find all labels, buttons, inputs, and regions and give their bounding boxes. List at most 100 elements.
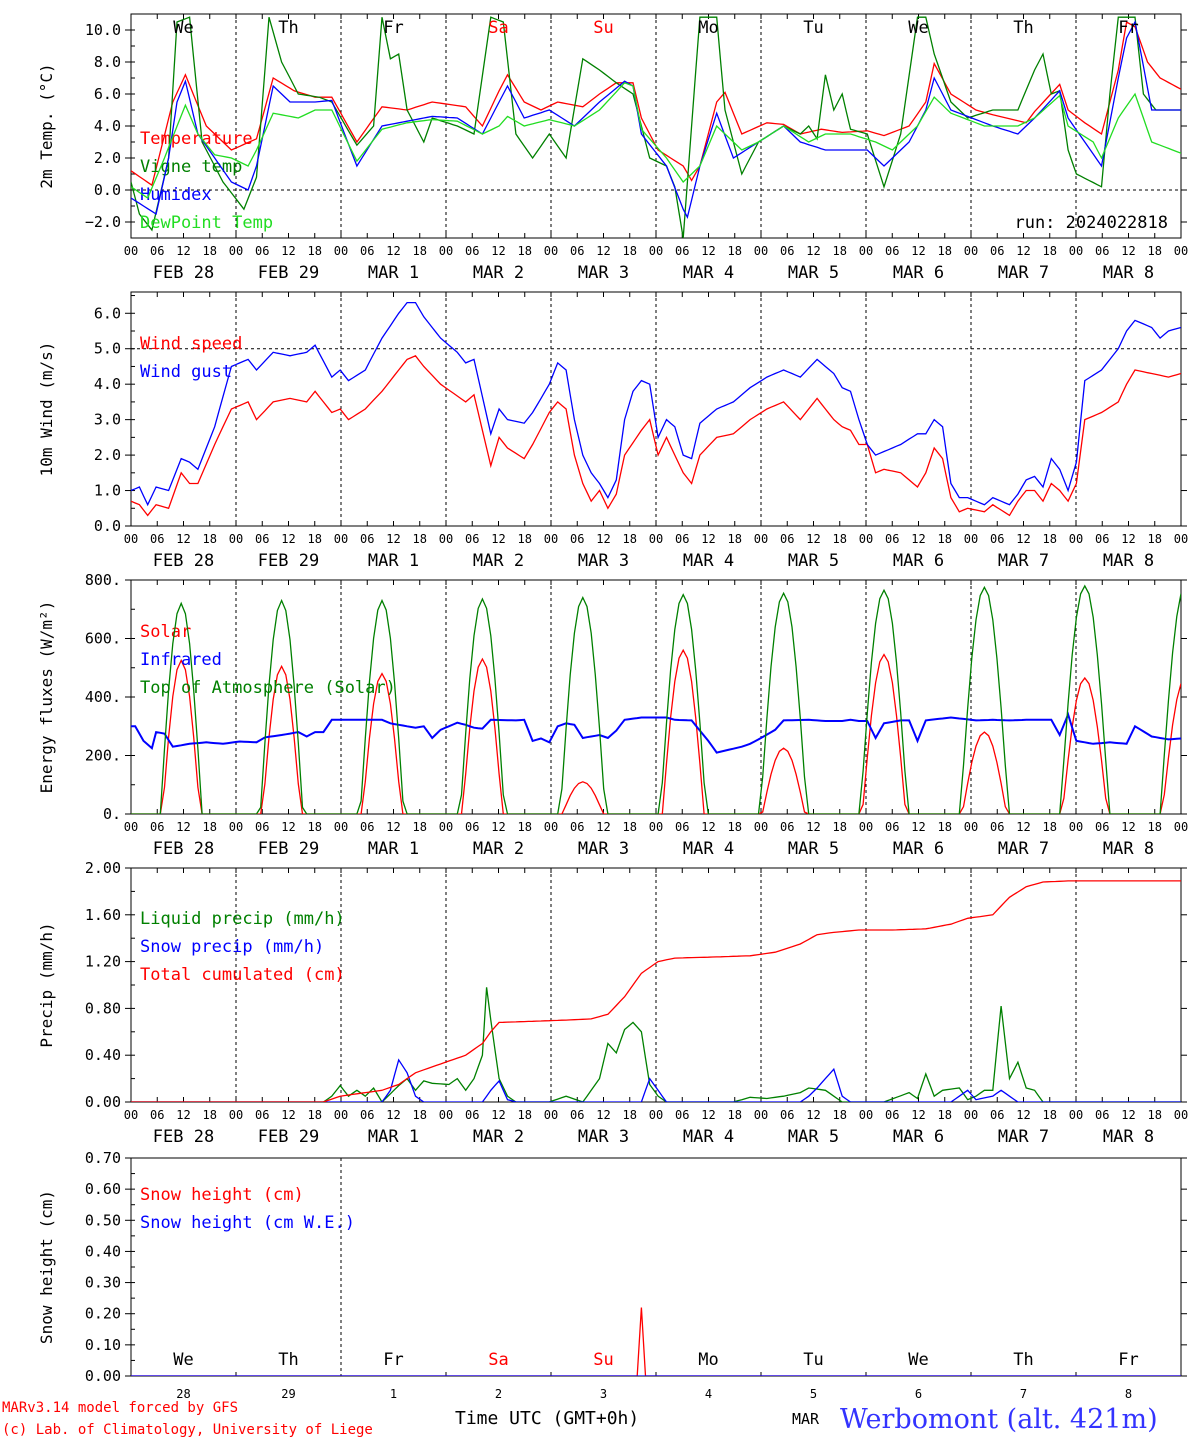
hour-label: 06 (1095, 532, 1109, 546)
hour-label: 00 (439, 1108, 453, 1122)
date-label: MAR 7 (998, 551, 1049, 571)
date-label: FEB 28 (153, 839, 214, 859)
legend-entry: DewPoint Temp (140, 213, 273, 233)
legend-entry: Snow precip (mm/h) (140, 937, 324, 957)
hour-label: 06 (885, 532, 899, 546)
hour-label: 12 (806, 244, 820, 258)
hour-label: 00 (754, 1108, 768, 1122)
hour-label: 06 (255, 1108, 269, 1122)
hour-label: 06 (885, 820, 899, 834)
hour-label: 00 (124, 1108, 138, 1122)
hour-label: 06 (150, 1108, 164, 1122)
hour-label: 12 (596, 532, 610, 546)
hour-label: 18 (938, 244, 952, 258)
hour-label: 12 (386, 820, 400, 834)
hour-label: 06 (780, 820, 794, 834)
hour-label: 06 (465, 532, 479, 546)
legend-entry: Infrared (140, 650, 222, 670)
series-line (131, 1058, 1181, 1102)
hour-label: 12 (911, 820, 925, 834)
y-tick-label: 1.20 (85, 953, 121, 971)
hour-label: 18 (938, 820, 952, 834)
hour-label: 06 (150, 532, 164, 546)
y-tick-label: 2.00 (85, 859, 121, 877)
hour-label: 06 (465, 1108, 479, 1122)
x-axis-title: Time UTC (GMT+0h) (455, 1408, 639, 1429)
hour-label: 18 (728, 532, 742, 546)
hour-label: 00 (964, 820, 978, 834)
y-tick-label: 200. (85, 747, 121, 765)
date-label: MAR 3 (578, 839, 629, 859)
hour-label: 00 (334, 244, 348, 258)
panel-energy: 00 06 12 18 00 06 12 18 00 06 12 18 00 06 12 18 00 06 12 18… (37, 571, 1188, 859)
hour-label: 12 (1121, 1108, 1135, 1122)
hour-label: 06 (990, 244, 1004, 258)
hour-label: 06 (150, 244, 164, 258)
day-number: 3 (600, 1387, 607, 1401)
legend-entry: Wind gust (140, 362, 232, 382)
weekday-label: Su (593, 1350, 613, 1370)
day-number: 7 (1020, 1387, 1027, 1401)
hour-label: 00 (964, 1108, 978, 1122)
y-tick-label: 3.0 (94, 411, 121, 429)
day-number: 1 (390, 1387, 397, 1401)
hour-label: 00 (439, 244, 453, 258)
y-tick-label: 0.40 (85, 1242, 121, 1260)
legend-entry: Total cumulated (cm) (140, 965, 345, 985)
series-line (131, 584, 1181, 814)
hour-label: 12 (911, 532, 925, 546)
hour-label: 18 (833, 244, 847, 258)
hour-label: 18 (623, 244, 637, 258)
hour-label: 12 (281, 820, 295, 834)
weekday-label: Sa (488, 18, 508, 38)
series-line (131, 987, 1181, 1102)
hour-label: 18 (518, 532, 532, 546)
hour-label: 12 (1016, 820, 1030, 834)
hour-label: 06 (570, 1108, 584, 1122)
y-tick-label: 10.0 (85, 21, 121, 39)
y-tick-label: 600. (85, 630, 121, 648)
hour-label: 00 (1174, 244, 1188, 258)
hour-label: 06 (780, 244, 794, 258)
hour-label: 12 (701, 244, 715, 258)
hour-label: 06 (465, 820, 479, 834)
y-tick-label: 0.80 (85, 999, 121, 1017)
legend-entry: Liquid precip (mm/h) (140, 909, 345, 929)
hour-label: 00 (334, 1108, 348, 1122)
hour-label: 00 (544, 820, 558, 834)
weekday-label: Mo (698, 18, 718, 38)
weekday-label: Fr (1118, 18, 1138, 38)
hour-label: 18 (518, 820, 532, 834)
series-line (131, 301, 1181, 507)
hour-label: 00 (124, 244, 138, 258)
hour-label: 12 (491, 820, 505, 834)
panel-wind: 00 06 12 18 00 06 12 18 00 06 12 18 00 06 12 18 00 06 12 18… (37, 291, 1188, 571)
hour-label: 06 (570, 532, 584, 546)
hour-label: 12 (281, 244, 295, 258)
y-tick-label: 2.0 (94, 149, 121, 167)
series-line (131, 16, 1181, 238)
y-tick-label: 400. (85, 688, 121, 706)
series-line (131, 711, 1181, 754)
y-tick-label: 6.0 (94, 304, 121, 322)
day-number: 28 (176, 1387, 190, 1401)
hour-label: 00 (859, 244, 873, 258)
y-tick-label: 8.0 (94, 53, 121, 71)
weekday-label: Tu (803, 18, 823, 38)
series-line (131, 880, 1181, 1102)
date-label: FEB 29 (258, 551, 319, 571)
hour-label: 00 (544, 532, 558, 546)
hour-label: 18 (1148, 1108, 1162, 1122)
hour-label: 06 (675, 532, 689, 546)
hour-label: 06 (990, 532, 1004, 546)
date-label: FEB 29 (258, 263, 319, 283)
hour-label: 00 (544, 244, 558, 258)
weekday-label: Mo (698, 1350, 718, 1370)
hour-label: 18 (833, 532, 847, 546)
hour-label: 06 (990, 820, 1004, 834)
hour-label: 00 (1174, 532, 1188, 546)
hour-label: 00 (229, 1108, 243, 1122)
hour-label: 12 (1016, 1108, 1030, 1122)
date-label: FEB 28 (153, 263, 214, 283)
hour-label: 18 (203, 820, 217, 834)
